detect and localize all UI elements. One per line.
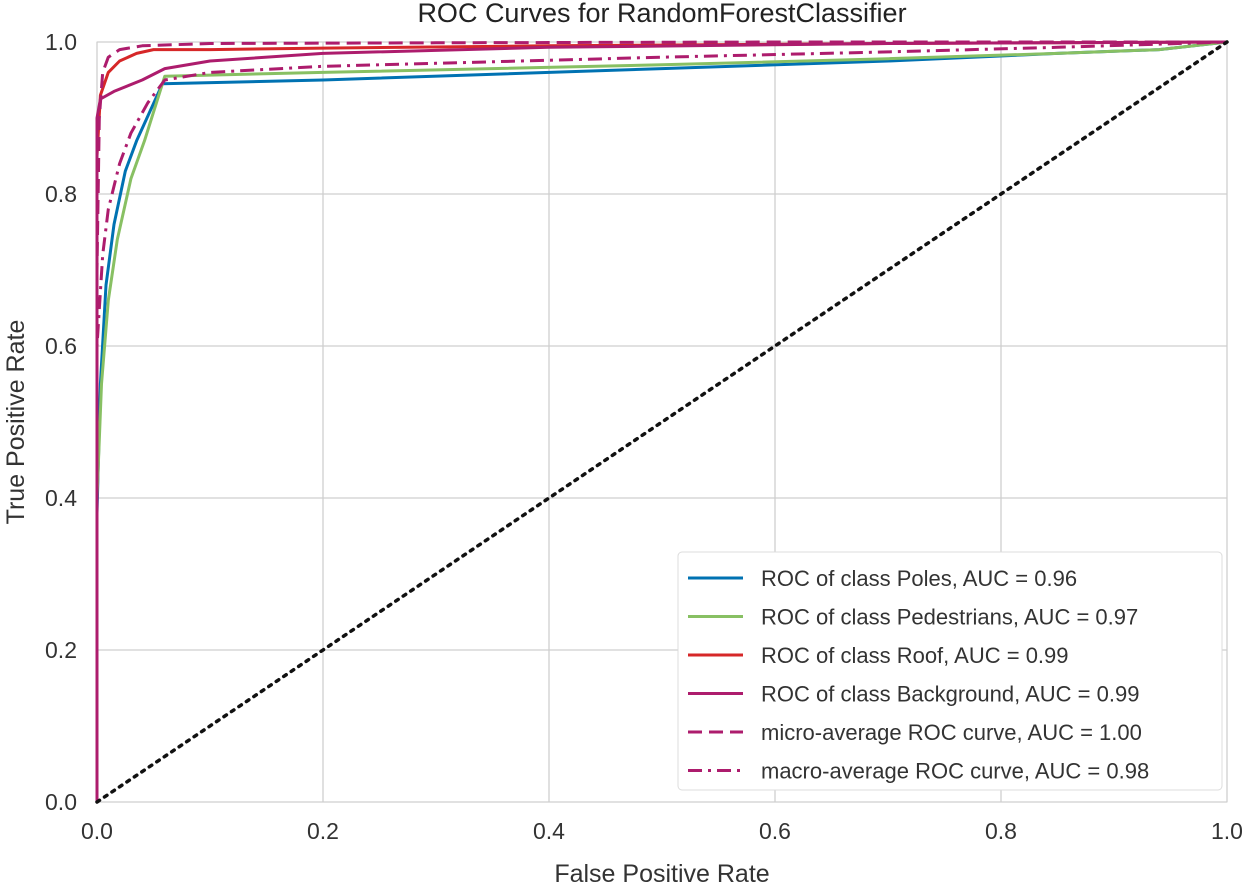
x-axis-label: False Positive Rate bbox=[554, 860, 769, 887]
y-tick-label: 0.8 bbox=[45, 181, 77, 207]
roc-curves bbox=[95, 40, 1229, 804]
legend-entry-label: macro-average ROC curve, AUC = 0.98 bbox=[761, 759, 1149, 784]
x-tick-label: 1.0 bbox=[1211, 818, 1243, 844]
roc-curve-series-5 bbox=[95, 40, 1228, 802]
x-tick-label: 0.4 bbox=[533, 818, 565, 844]
x-tick-label: 0.0 bbox=[81, 818, 113, 844]
legend-entry-label: ROC of class Poles, AUC = 0.96 bbox=[761, 566, 1077, 591]
roc-curve-series-1 bbox=[95, 40, 1228, 802]
roc-curve-series-4 bbox=[95, 40, 1227, 802]
legend-entry-label: ROC of class Background, AUC = 0.99 bbox=[761, 682, 1139, 707]
legend-box bbox=[677, 551, 1223, 791]
legend-entry-label: micro-average ROC curve, AUC = 1.00 bbox=[761, 720, 1142, 745]
y-axis-label: True Positive Rate bbox=[2, 320, 30, 525]
y-tick-label: 1.0 bbox=[45, 29, 77, 55]
y-tick-label: 0.4 bbox=[45, 485, 77, 511]
x-tick-label: 0.6 bbox=[759, 818, 791, 844]
x-tick-label: 0.8 bbox=[985, 818, 1017, 844]
legend-entry-label: ROC of class Pedestrians, AUC = 0.97 bbox=[761, 605, 1138, 630]
y-tick-label: 0.2 bbox=[45, 637, 77, 663]
x-tick-label: 0.2 bbox=[307, 818, 339, 844]
chance-diagonal-line bbox=[95, 40, 1229, 804]
y-tick-label: 0.6 bbox=[45, 333, 77, 359]
legend: ROC of class Poles, AUC = 0.96 ROC of cla… bbox=[677, 551, 1223, 791]
legend-entry-label: ROC of class Roof, AUC = 0.99 bbox=[761, 643, 1069, 668]
chart-title: ROC Curves for RandomForestClassifier bbox=[417, 0, 906, 28]
y-tick-label: 0.0 bbox=[45, 789, 77, 815]
tick-labels: 0.0 0.2 0.4 0.6 0.8 1.0 0.0 0.2 0.4 0.6 0.8 1.0 bbox=[45, 29, 1243, 844]
